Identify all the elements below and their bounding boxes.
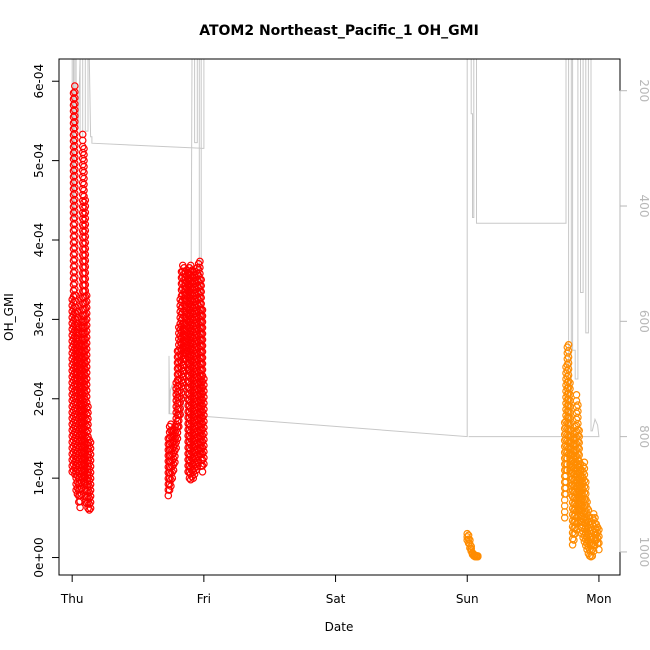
data-point: [176, 410, 185, 419]
data-point: [568, 540, 577, 549]
chart-title: ATOM2 Northeast_Pacific_1 OH_GMI: [199, 23, 479, 39]
x-tick-label: Sun: [456, 592, 479, 606]
data-point: [588, 552, 597, 560]
y-tick-label: 1e-04: [32, 461, 46, 496]
data-point: [200, 460, 208, 468]
data-point: [562, 490, 570, 498]
y-tick-label: 0e+00: [32, 537, 46, 577]
data-point: [86, 504, 95, 513]
y-tick-label: 4e-04: [32, 223, 46, 258]
data-point: [473, 552, 482, 561]
data-point: [572, 397, 581, 405]
x-axis-label: Date: [325, 620, 354, 634]
x-axis: Thu Fri Sat Sun Mon: [60, 574, 612, 606]
data-point: [171, 458, 179, 467]
data-point: [172, 444, 181, 452]
x-tick-label: Sat: [326, 592, 346, 606]
y-tick-label: 2e-04: [32, 381, 46, 416]
data-point: [165, 486, 174, 494]
data-point: [167, 482, 175, 490]
right-tick-label: 800: [637, 425, 650, 448]
right-tick-label: 600: [637, 310, 650, 333]
data-point: [198, 467, 207, 476]
plot-area-frame: [58, 58, 621, 576]
right-tick-label: 1000: [637, 537, 650, 568]
pressure-line: [71, 58, 600, 472]
data-point: [189, 474, 198, 483]
data-point: [168, 474, 177, 483]
data-point: [595, 545, 603, 554]
data-point: [76, 503, 84, 512]
data-point: [574, 413, 582, 422]
y-tick-label: 6e-04: [32, 64, 46, 99]
data-point: [581, 489, 590, 498]
data-point: [84, 504, 92, 513]
data-point: [574, 401, 582, 409]
x-tick-label: Thu: [60, 592, 84, 606]
data-point: [164, 491, 173, 500]
data-point: [173, 434, 182, 443]
data-point: [175, 422, 183, 431]
data-points-layer: [68, 82, 603, 561]
pressure-line-layer: [71, 58, 600, 472]
data-point: [85, 506, 94, 514]
right-tick-label: 400: [637, 195, 650, 218]
y-axis-label: OH_GMI: [2, 293, 16, 341]
data-point: [169, 466, 178, 475]
right-axis: 200 400 600 800 1000: [619, 79, 650, 568]
data-point: [464, 531, 473, 540]
data-point: [572, 390, 581, 399]
data-point: [560, 513, 569, 522]
x-tick-label: Mon: [586, 592, 611, 606]
data-point: [587, 547, 595, 555]
y-tick-label: 3e-04: [32, 302, 46, 337]
data-point: [593, 534, 602, 542]
data-point: [190, 470, 199, 479]
y-axis: 0e+00 1e-04 2e-04 3e-04 4e-04 5e-04 6e-04: [32, 64, 60, 578]
y-tick-label: 5e-04: [32, 143, 46, 178]
x-tick-label: Fri: [197, 592, 211, 606]
data-point: [574, 407, 582, 416]
right-tick-label: 200: [637, 79, 650, 102]
data-point: [193, 462, 202, 471]
